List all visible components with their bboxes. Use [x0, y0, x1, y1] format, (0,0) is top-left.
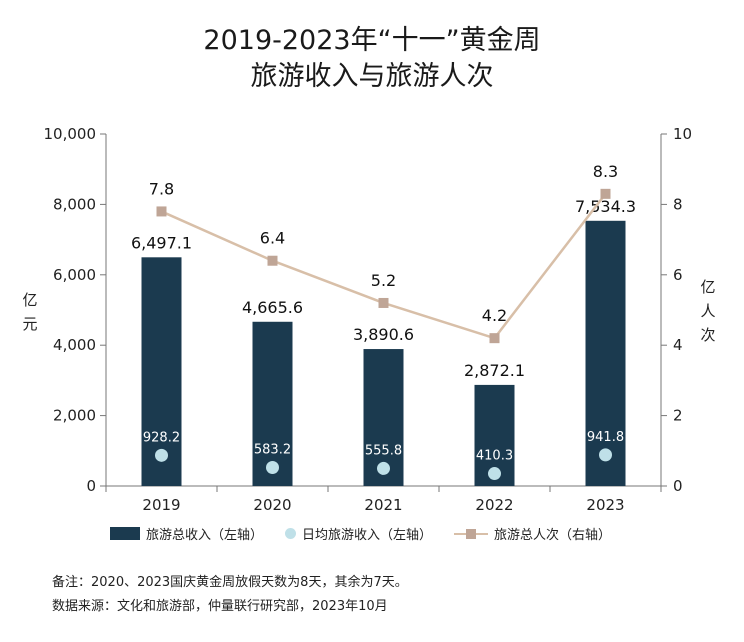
dot-daily-revenue-2022 — [488, 467, 501, 481]
bar-label-total-revenue-2022: 2,872.1 — [464, 361, 525, 380]
legend-dot-swatch — [285, 528, 297, 539]
dot-label-daily-revenue-2023: 941.8 — [587, 430, 624, 445]
bar-total-revenue-2020 — [252, 321, 293, 486]
marker-total-visits-2022 — [489, 333, 500, 344]
left-axis-title: 亿元 — [22, 291, 37, 333]
bar-label-total-revenue-2020: 4,665.6 — [242, 298, 303, 317]
x-axis-tick-label: 2020 — [253, 496, 291, 514]
bar-total-revenue-2023 — [585, 220, 626, 486]
x-axis-tick-label: 2021 — [364, 496, 402, 514]
marker-label-total-visits-2022: 4.2 — [482, 306, 507, 325]
legend-item-total-visits: 旅游总人次（右轴） — [454, 524, 611, 543]
right-axis-tick-label: 8 — [673, 195, 683, 213]
left-axis-tick-label: 0 — [86, 477, 96, 495]
dot-label-daily-revenue-2021: 555.8 — [365, 443, 402, 458]
marker-total-visits-2021 — [378, 297, 389, 308]
right-axis-tick-label: 2 — [673, 407, 683, 425]
bar-label-total-revenue-2023: 7,534.3 — [575, 197, 636, 216]
dot-label-daily-revenue-2020: 583.2 — [254, 442, 291, 457]
footnote-remark: 备注：2020、2023国庆黄金周放假天数为8天，其余为7天。 — [52, 575, 408, 590]
dot-label-daily-revenue-2019: 928.2 — [143, 430, 180, 445]
legend-label-total-revenue: 旅游总收入（左轴） — [146, 528, 264, 543]
left-axis-tick-label: 2,000 — [53, 407, 96, 425]
marker-label-total-visits-2023: 8.3 — [593, 162, 618, 181]
x-axis-tick-label: 2022 — [475, 496, 513, 514]
right-axis-tick-label: 0 — [673, 477, 683, 495]
chart-title-line2: 旅游收入与旅游人次 — [250, 61, 494, 92]
right-axis-tick-label: 4 — [673, 336, 683, 354]
marker-label-total-visits-2019: 7.8 — [149, 179, 174, 198]
bar-total-revenue-2019 — [141, 257, 182, 486]
dot-daily-revenue-2020 — [266, 460, 279, 474]
right-axis-tick-label: 6 — [673, 266, 683, 284]
marker-total-visits-2020 — [267, 255, 278, 266]
bar-label-total-revenue-2019: 6,497.1 — [131, 233, 192, 252]
marker-total-visits-2019 — [156, 206, 167, 217]
legend-line-swatch — [454, 528, 489, 540]
left-axis-tick-label: 4,000 — [53, 336, 96, 354]
marker-total-visits-2023 — [600, 188, 611, 199]
legend-item-total-revenue: 旅游总收入（左轴） — [110, 524, 263, 543]
left-axis-tick-label: 8,000 — [53, 195, 96, 213]
left-axis-tick-label: 6,000 — [53, 266, 96, 284]
dot-daily-revenue-2021 — [377, 461, 390, 475]
legend-label-daily-revenue: 日均旅游收入（左轴） — [302, 528, 433, 543]
left-axis-tick-label: 10,000 — [44, 125, 97, 143]
chart-canvas: 0 2,000 4,000 6,000 8,000 10,000 0 2 4 6 8 10 2019 20… — [22, 125, 715, 514]
right-axis-tick-label: 10 — [673, 125, 692, 143]
right-axis-title: 亿人次 — [700, 278, 715, 344]
line-total-visits — [160, 193, 607, 340]
dot-daily-revenue-2023 — [599, 448, 612, 462]
x-axis-tick-label: 2023 — [586, 496, 624, 514]
legend-label-total-visits: 旅游总人次（右轴） — [494, 528, 612, 543]
dot-daily-revenue-2019 — [155, 448, 168, 462]
legend: 旅游总收入（左轴） 日均旅游收入（左轴） 旅游总人次（右轴） — [110, 524, 633, 543]
bar-label-total-revenue-2021: 3,890.6 — [353, 325, 414, 344]
dot-label-daily-revenue-2022: 410.3 — [476, 449, 513, 464]
marker-label-total-visits-2020: 6.4 — [260, 229, 285, 248]
marker-label-total-visits-2021: 5.2 — [371, 271, 396, 290]
legend-item-daily-revenue: 日均旅游收入（左轴） — [285, 524, 432, 543]
legend-bar-swatch — [110, 527, 140, 540]
footnote-source: 数据来源：文化和旅游部，仲量联行研究部，2023年10月 — [52, 599, 388, 614]
chart-title-line1: 2019-2023年“十一”黄金周 — [203, 25, 541, 56]
x-axis-tick-label: 2019 — [142, 496, 180, 514]
